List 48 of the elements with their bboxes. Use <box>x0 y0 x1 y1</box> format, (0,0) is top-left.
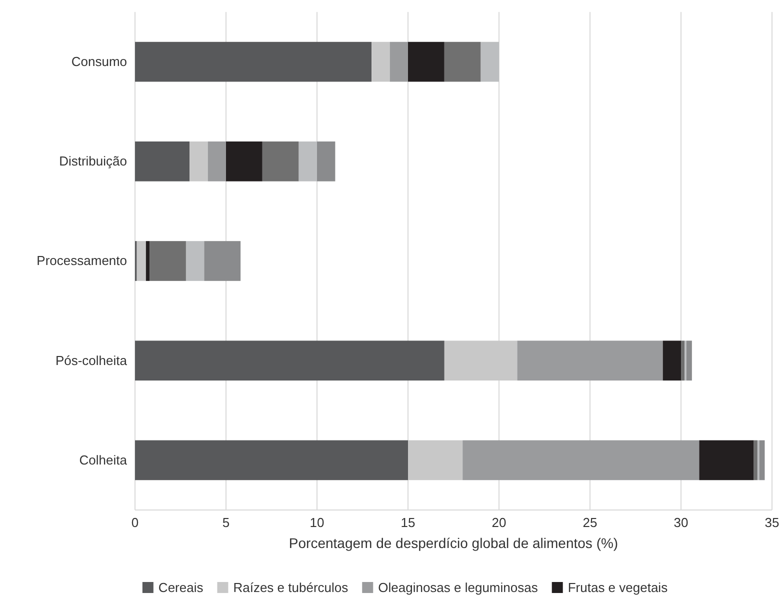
bar <box>190 141 208 182</box>
bar <box>662 340 681 381</box>
bar <box>686 340 692 381</box>
bar <box>186 241 204 281</box>
bar <box>372 42 390 82</box>
bar <box>135 42 372 82</box>
y-tick-label: Processamento <box>36 253 127 268</box>
bar <box>204 241 241 281</box>
bar <box>390 42 408 82</box>
bar <box>408 440 463 480</box>
x-tick-label: 25 <box>582 515 598 530</box>
bar <box>444 42 481 82</box>
x-tick-label: 35 <box>764 515 780 530</box>
x-tick-label: 0 <box>131 515 139 530</box>
x-axis-title: Porcentagem de desperdício global de alimentos (%) <box>288 535 618 551</box>
bar <box>146 241 150 281</box>
bar <box>226 141 262 182</box>
bar <box>135 141 190 182</box>
y-tick-label: Distribuição <box>59 154 127 169</box>
x-tick-label: 15 <box>400 515 416 530</box>
bar <box>298 141 317 182</box>
bar <box>754 440 758 480</box>
bar <box>517 340 663 381</box>
bar <box>317 141 336 182</box>
x-tick-label: 30 <box>674 515 688 530</box>
legend-label: Frutas e vegetais <box>568 580 668 595</box>
bar <box>699 440 754 480</box>
bar <box>150 241 186 281</box>
bar <box>462 440 700 480</box>
bar <box>208 141 226 182</box>
x-tick-label: 20 <box>492 515 506 530</box>
legend-label: Oleaginosas e leguminosas <box>378 580 538 595</box>
y-tick-label: Colheita <box>79 452 128 468</box>
bar <box>444 340 518 381</box>
bar <box>262 141 299 182</box>
bar <box>135 340 444 381</box>
bar <box>135 440 408 480</box>
x-tick-label: 5 <box>222 515 230 530</box>
y-tick-label: Pós-colheita <box>55 352 128 368</box>
legend-label: Raízes e tubérculos <box>233 580 349 595</box>
bar <box>136 241 146 281</box>
bar <box>759 440 765 480</box>
x-tick-label: 10 <box>310 515 324 530</box>
legend-label: Cereais <box>158 580 204 595</box>
bar <box>480 42 499 82</box>
y-tick-label: Consumo <box>71 54 127 69</box>
bar <box>408 42 444 82</box>
bar <box>681 340 685 381</box>
